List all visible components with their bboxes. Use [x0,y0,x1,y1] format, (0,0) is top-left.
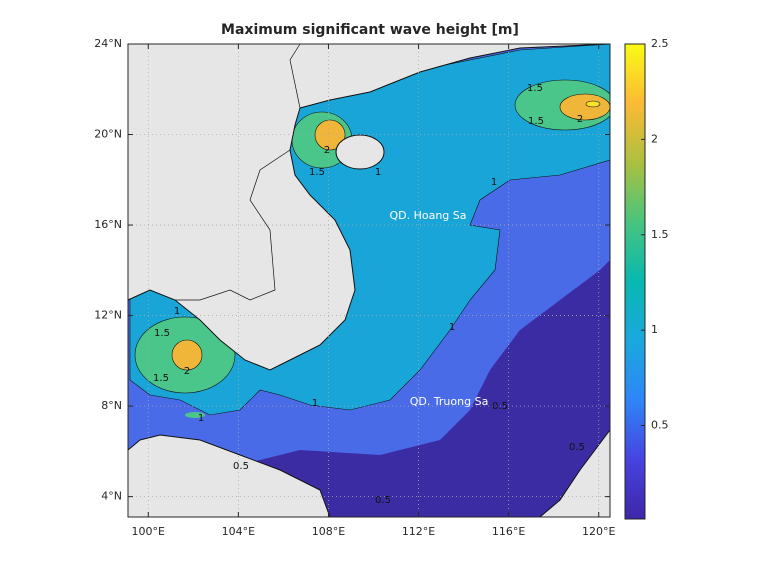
y-tick-label: 8°N [101,399,122,412]
contour-labels: 1.5 1.5 2 2 1.5 1 1 1 1.5 2 1.5 1 1 1 0.… [153,83,585,506]
contour-label: 0.5 [492,401,508,412]
colorbar-tick-label: 2 [651,132,658,145]
place-label: QD. Truong Sa [410,395,489,408]
contour-label: 2 [184,366,190,377]
sea-band [185,412,205,418]
sea-band [585,100,601,108]
y-tick-label: 12°N [94,309,122,322]
sea-band [559,93,610,121]
sea-band [171,339,203,371]
colorbar-tick-label: 0.5 [651,419,669,432]
contour-label: 2 [577,114,583,125]
contour-label: 1 [198,413,204,424]
y-tick-label: 20°N [94,128,122,141]
contour-label: 1 [449,322,455,333]
map-area: 1.5 1.5 2 2 1.5 1 1 1 1.5 2 1.5 1 1 1 0.… [127,43,611,518]
contour-label: 0.5 [375,495,391,506]
x-tick-label: 108°E [312,525,345,538]
sea-band [128,260,610,517]
contour-label: 1.5 [527,83,543,94]
x-tick-label: 104°E [222,525,255,538]
contour-label: 1.5 [309,167,325,178]
place-label: QD. Hoang Sa [389,209,466,222]
contour-label: 2 [324,145,330,156]
y-tick-label: 24°N [94,37,122,50]
contour-label: 1 [312,398,318,409]
map-frame [127,43,611,518]
island [335,134,385,170]
contour-label: 1.5 [153,373,169,384]
contour-label: 1.5 [528,116,544,127]
contour-label: 0.5 [233,461,249,472]
y-tick-label: 4°N [101,490,122,503]
map-title: Maximum significant wave height [m] [221,22,519,38]
contour-label: 0.5 [569,442,585,453]
x-tick-label: 100°E [132,525,165,538]
colorbar-tick-label: 2.5 [651,37,669,50]
colorbar-tick-label: 1 [651,323,658,336]
x-tick-label: 120°E [582,525,615,538]
x-tick-label: 116°E [492,525,525,538]
colorbar-tick-label: 1.5 [651,228,669,241]
colorbar [624,43,646,520]
contour-label: 1 [491,177,497,188]
coastline [127,43,611,518]
border [175,43,301,301]
contour-label: 1 [174,306,180,317]
x-tick-label: 112°E [402,525,435,538]
sea-band [314,119,346,151]
contour-label: 1.5 [154,328,170,339]
y-tick-label: 16°N [94,218,122,231]
contour-label: 1 [375,167,381,178]
